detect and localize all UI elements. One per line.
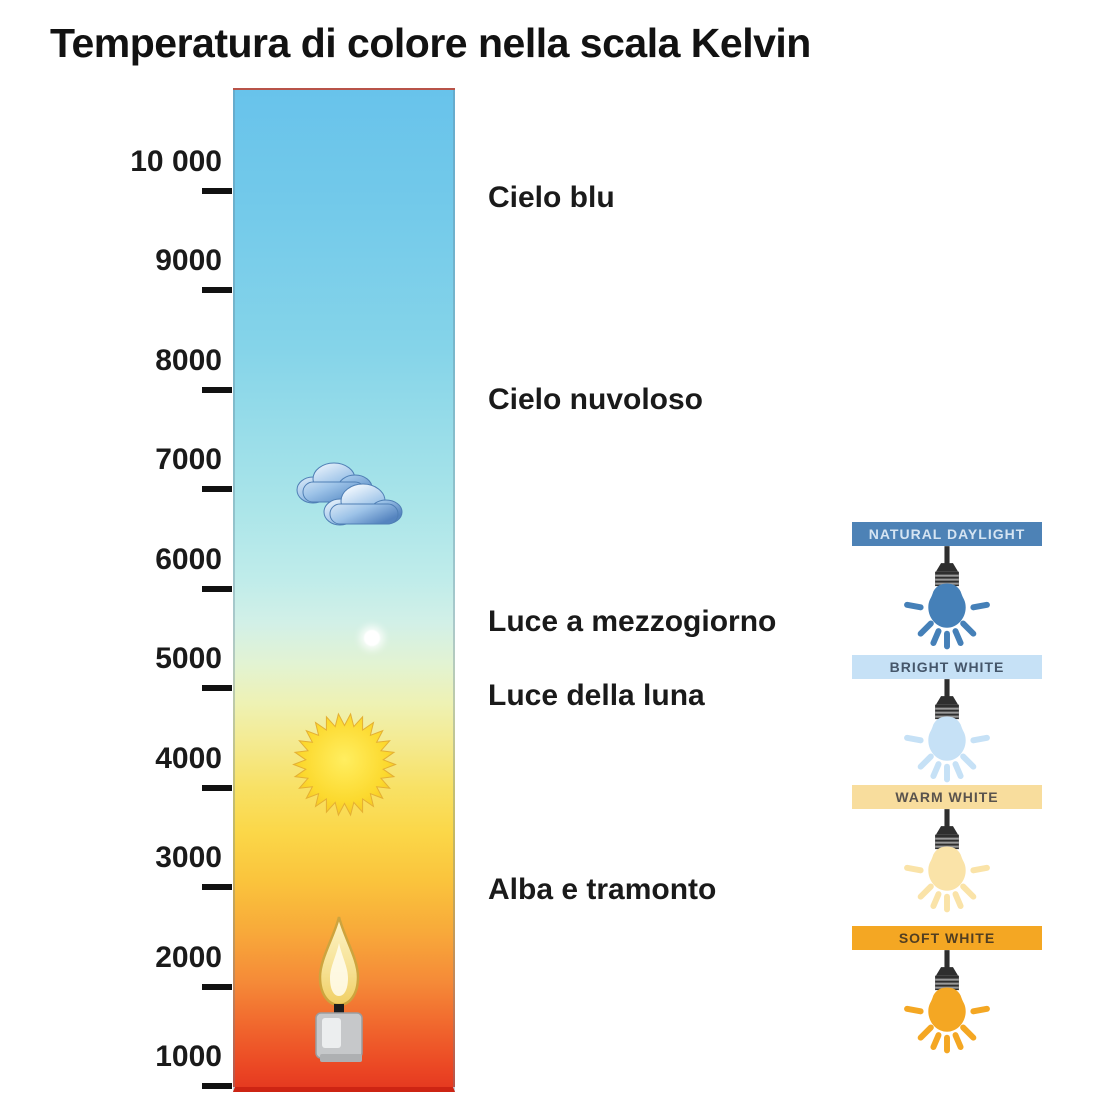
tick-mark (202, 983, 232, 990)
annotation-luce-mezzogiorno: Luce a mezzogiorno (488, 605, 777, 638)
candle-icon (315, 916, 363, 1062)
tick-mark (202, 685, 232, 692)
tick-label: 8000 (155, 343, 222, 377)
tick-label: 9000 (155, 244, 222, 278)
panel-header-natural-daylight: NATURAL DAYLIGHT (852, 522, 1042, 546)
bulb-cord (944, 809, 950, 828)
bulb-cord (944, 950, 950, 969)
bulb-icon-warm-white (896, 809, 998, 913)
panel-header-soft-white: SOFT WHITE (852, 926, 1042, 950)
tick-mark (202, 386, 232, 393)
tick-mark (202, 486, 232, 493)
annotation-cielo-nuvoloso: Cielo nuvoloso (488, 383, 704, 416)
cloudy-sky-icon (296, 462, 403, 526)
tick-label: 7000 (155, 443, 222, 477)
tick-label: 10 000 (130, 145, 222, 178)
annotation-cielo-blu: Cielo blu (488, 181, 615, 214)
kelvin-scale: 10 000 9000 8000 7000 6000 5000 4000 3000 2000 10… (0, 0, 233, 1100)
panel-header-bright-white: BRIGHT WHITE (852, 655, 1042, 679)
tick-label: 6000 (155, 542, 222, 576)
panel-header-warm-white: WARM WHITE (852, 785, 1042, 809)
bulb-cord (944, 546, 950, 565)
tick-mark (202, 287, 232, 294)
tick-mark (202, 1082, 232, 1089)
tick-label: 3000 (155, 841, 222, 875)
bulb-icon-bright-white (896, 679, 998, 783)
bulb-cord (944, 679, 950, 698)
bulb-icon-soft-white (896, 950, 998, 1054)
tick-label: 2000 (155, 940, 222, 974)
kelvin-gradient-bar (233, 88, 455, 1092)
page-title: Temperatura di colore nella scala Kelvin (50, 20, 811, 66)
tick-mark (202, 884, 232, 891)
sun-icon (292, 712, 397, 817)
tick-mark (202, 784, 232, 791)
bulb-icon-natural-daylight (896, 546, 998, 650)
tick-mark (202, 585, 232, 592)
annotation-alba-tramonto: Alba e tramonto (488, 873, 717, 906)
tick-label: 5000 (155, 642, 222, 676)
tick-mark (202, 188, 232, 194)
tick-label: 4000 (155, 741, 222, 775)
tick-label: 1000 (155, 1039, 222, 1073)
annotation-luce-luna: Luce della luna (488, 679, 705, 712)
moon-dot-icon (364, 630, 380, 646)
